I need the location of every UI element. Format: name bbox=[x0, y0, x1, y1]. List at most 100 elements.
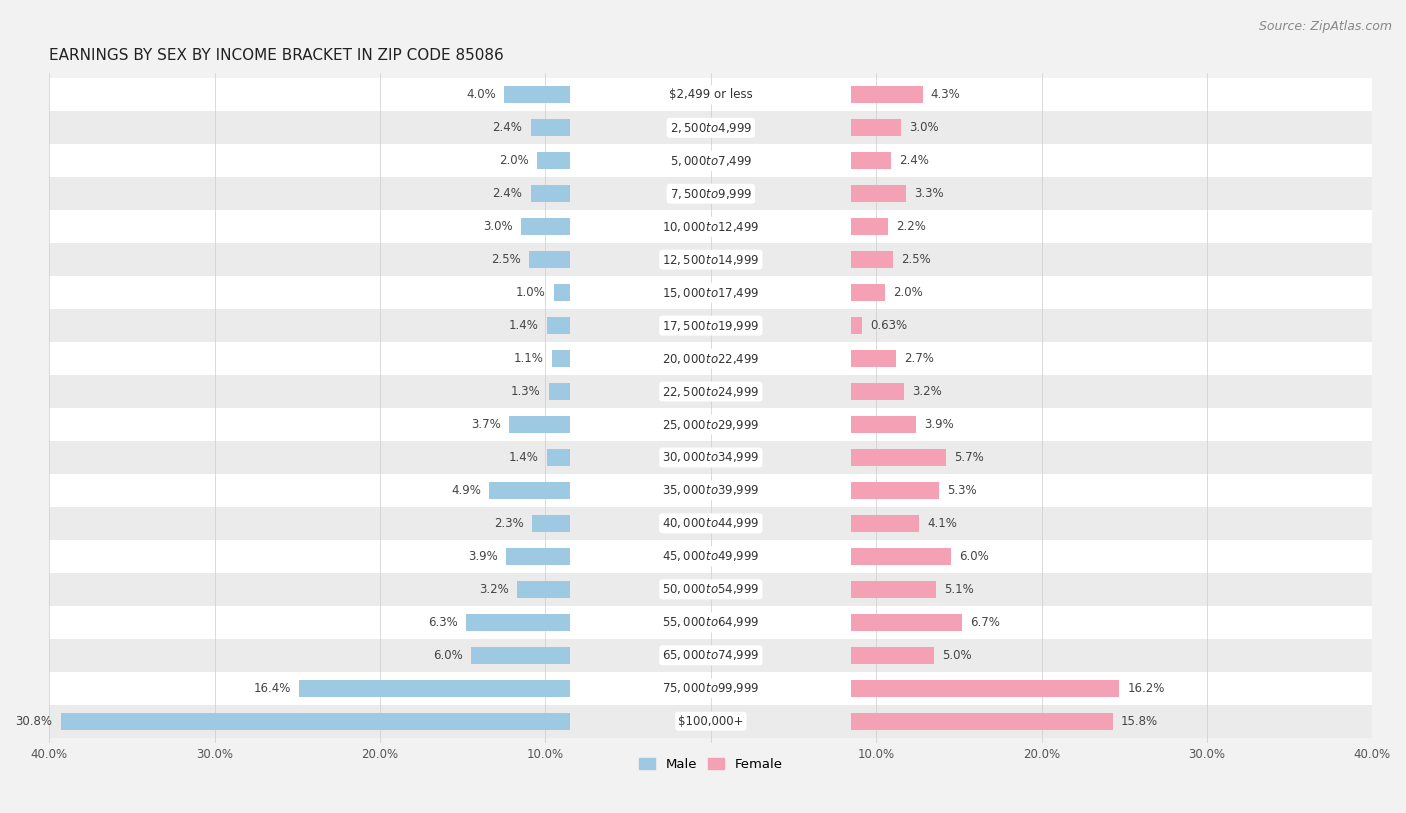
Bar bbox=[537, 152, 571, 169]
Text: $15,000 to $17,499: $15,000 to $17,499 bbox=[662, 285, 759, 300]
Bar bbox=[852, 416, 915, 433]
Text: $22,500 to $24,999: $22,500 to $24,999 bbox=[662, 385, 759, 398]
Text: $2,500 to $4,999: $2,500 to $4,999 bbox=[669, 121, 752, 135]
Bar bbox=[548, 383, 571, 400]
Text: 5.0%: 5.0% bbox=[942, 649, 972, 662]
Text: $40,000 to $44,999: $40,000 to $44,999 bbox=[662, 516, 759, 530]
Bar bbox=[852, 251, 893, 268]
Text: 1.1%: 1.1% bbox=[515, 352, 544, 365]
Text: 3.7%: 3.7% bbox=[471, 418, 501, 431]
Bar bbox=[533, 515, 571, 532]
Text: 3.2%: 3.2% bbox=[479, 583, 509, 596]
Bar bbox=[49, 408, 1372, 441]
Text: 30.8%: 30.8% bbox=[15, 715, 52, 728]
Bar bbox=[49, 144, 1372, 177]
Bar bbox=[852, 86, 922, 103]
Text: 6.0%: 6.0% bbox=[433, 649, 463, 662]
Text: 5.1%: 5.1% bbox=[943, 583, 974, 596]
Text: 6.0%: 6.0% bbox=[959, 550, 988, 563]
Text: $50,000 to $54,999: $50,000 to $54,999 bbox=[662, 582, 759, 597]
Bar bbox=[49, 474, 1372, 507]
Text: $5,000 to $7,499: $5,000 to $7,499 bbox=[669, 154, 752, 167]
Bar bbox=[554, 284, 571, 301]
Text: 5.7%: 5.7% bbox=[955, 451, 984, 464]
Text: EARNINGS BY SEX BY INCOME BRACKET IN ZIP CODE 85086: EARNINGS BY SEX BY INCOME BRACKET IN ZIP… bbox=[49, 47, 503, 63]
Bar bbox=[49, 177, 1372, 211]
Bar bbox=[852, 482, 939, 499]
Text: $45,000 to $49,999: $45,000 to $49,999 bbox=[662, 550, 759, 563]
Text: 2.0%: 2.0% bbox=[893, 286, 922, 299]
Bar bbox=[49, 606, 1372, 639]
Text: $17,500 to $19,999: $17,500 to $19,999 bbox=[662, 319, 759, 333]
Text: 1.4%: 1.4% bbox=[509, 451, 538, 464]
Bar bbox=[852, 284, 884, 301]
Text: $2,499 or less: $2,499 or less bbox=[669, 89, 752, 102]
Bar bbox=[852, 646, 934, 664]
Bar bbox=[852, 580, 936, 598]
Bar bbox=[49, 573, 1372, 606]
Text: $25,000 to $29,999: $25,000 to $29,999 bbox=[662, 418, 759, 432]
Text: 1.3%: 1.3% bbox=[510, 385, 540, 398]
Bar bbox=[505, 86, 571, 103]
Bar bbox=[553, 350, 571, 367]
Bar bbox=[852, 120, 901, 137]
Bar bbox=[529, 251, 571, 268]
Bar bbox=[852, 548, 950, 565]
Bar bbox=[506, 548, 571, 565]
Text: $7,500 to $9,999: $7,500 to $9,999 bbox=[669, 187, 752, 201]
Bar bbox=[547, 449, 571, 466]
Bar bbox=[49, 111, 1372, 144]
Text: 2.4%: 2.4% bbox=[492, 121, 522, 134]
Text: 2.7%: 2.7% bbox=[904, 352, 934, 365]
Text: $12,500 to $14,999: $12,500 to $14,999 bbox=[662, 253, 759, 267]
Bar bbox=[530, 185, 571, 202]
Bar bbox=[547, 317, 571, 334]
Bar bbox=[49, 342, 1372, 375]
Bar bbox=[49, 672, 1372, 705]
Bar bbox=[852, 680, 1119, 697]
Text: 2.5%: 2.5% bbox=[491, 253, 520, 266]
Text: 6.3%: 6.3% bbox=[427, 615, 458, 628]
Bar bbox=[471, 646, 571, 664]
Bar bbox=[49, 507, 1372, 540]
Bar bbox=[49, 705, 1372, 737]
Text: 3.0%: 3.0% bbox=[910, 121, 939, 134]
Bar bbox=[852, 152, 891, 169]
Text: 3.3%: 3.3% bbox=[914, 187, 943, 200]
Bar bbox=[489, 482, 571, 499]
Bar bbox=[49, 78, 1372, 111]
Bar bbox=[49, 243, 1372, 276]
Text: 5.3%: 5.3% bbox=[948, 484, 977, 497]
Bar bbox=[49, 211, 1372, 243]
Text: $100,000+: $100,000+ bbox=[678, 715, 744, 728]
Bar bbox=[49, 441, 1372, 474]
Bar bbox=[60, 713, 571, 730]
Bar bbox=[852, 614, 962, 631]
Text: 2.4%: 2.4% bbox=[492, 187, 522, 200]
Text: 2.5%: 2.5% bbox=[901, 253, 931, 266]
Bar bbox=[299, 680, 571, 697]
Bar bbox=[465, 614, 571, 631]
Text: 15.8%: 15.8% bbox=[1121, 715, 1159, 728]
Text: 1.0%: 1.0% bbox=[516, 286, 546, 299]
Bar bbox=[520, 218, 571, 235]
Text: $65,000 to $74,999: $65,000 to $74,999 bbox=[662, 648, 759, 663]
Text: 6.7%: 6.7% bbox=[970, 615, 1001, 628]
Text: 3.0%: 3.0% bbox=[482, 220, 512, 233]
Text: 2.3%: 2.3% bbox=[495, 517, 524, 530]
Bar bbox=[49, 375, 1372, 408]
Bar bbox=[852, 218, 887, 235]
Text: $35,000 to $39,999: $35,000 to $39,999 bbox=[662, 484, 759, 498]
Text: 4.0%: 4.0% bbox=[467, 89, 496, 102]
Text: 16.2%: 16.2% bbox=[1128, 682, 1166, 695]
Bar bbox=[49, 309, 1372, 342]
Text: 1.4%: 1.4% bbox=[509, 320, 538, 332]
Text: 4.9%: 4.9% bbox=[451, 484, 481, 497]
Text: 2.4%: 2.4% bbox=[900, 154, 929, 167]
Text: $30,000 to $34,999: $30,000 to $34,999 bbox=[662, 450, 759, 464]
Text: $20,000 to $22,499: $20,000 to $22,499 bbox=[662, 351, 759, 366]
Bar bbox=[852, 515, 920, 532]
Text: 4.1%: 4.1% bbox=[928, 517, 957, 530]
Text: 2.2%: 2.2% bbox=[896, 220, 927, 233]
Text: 3.9%: 3.9% bbox=[924, 418, 953, 431]
